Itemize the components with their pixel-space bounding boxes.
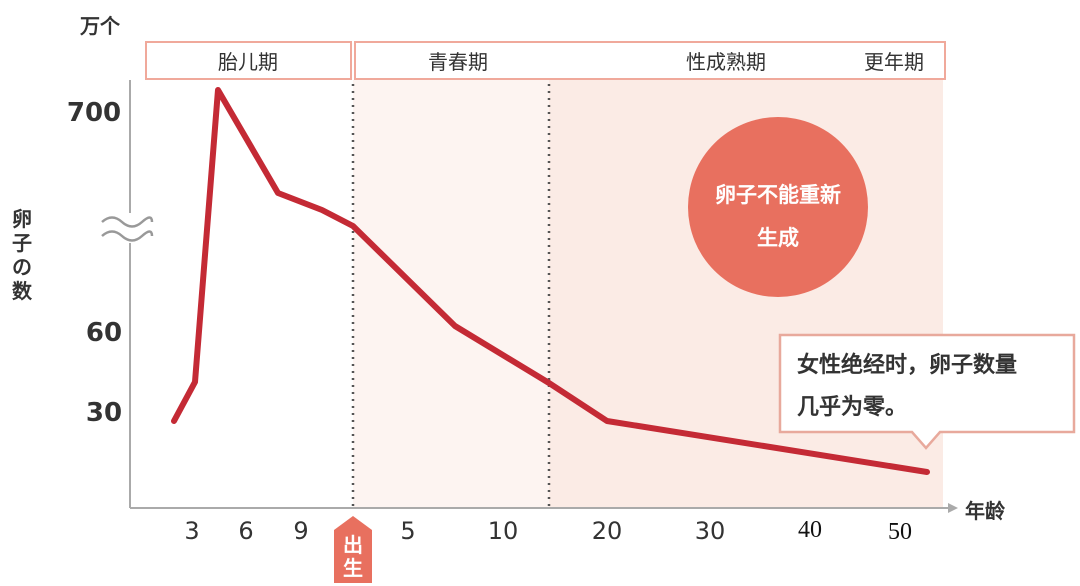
phase-box-fetal: [145, 41, 352, 80]
bubble-circle: [688, 117, 868, 297]
phase-label-fetal: 胎儿期: [218, 50, 278, 74]
data-point: [352, 225, 354, 227]
data-point: [217, 89, 219, 91]
bubble-line-2: 生成: [757, 226, 799, 250]
x-axis-label: 年龄: [965, 499, 1006, 523]
data-point: [173, 420, 175, 422]
bubble-line-1: 卵子不能重新: [715, 183, 841, 207]
phase-header: 胎儿期 青春期 性成熟期 更年期: [145, 41, 946, 80]
data-point: [194, 381, 196, 383]
y-unit-label: 万个: [79, 14, 121, 38]
x-axis-arrow: [948, 503, 958, 513]
x-tick-20: 20: [592, 517, 623, 545]
y-axis-label-char: 卵: [12, 207, 32, 231]
x-tick-5: 5: [400, 517, 415, 545]
data-point: [321, 209, 323, 211]
birth-marker: 出 生: [334, 516, 372, 583]
data-point: [926, 471, 928, 473]
birth-marker-char-1: 出: [343, 533, 363, 557]
birth-marker-char-2: 生: [343, 556, 363, 580]
y-axis-break-icon: [101, 213, 154, 243]
data-point: [277, 192, 279, 194]
egg-count-points: [173, 89, 928, 473]
menopause-callout: 女性绝经时，卵子数量 几乎为零。: [778, 333, 1076, 450]
phase-label-menopause: 更年期: [864, 50, 924, 74]
x-tick-30: 30: [695, 517, 726, 545]
y-tick-700: 700: [67, 98, 121, 128]
callout-box: [778, 333, 1076, 450]
callout-line-2: 几乎为零。: [797, 395, 907, 420]
egg-count-line: [171, 87, 930, 475]
y-tick-60: 60: [86, 318, 122, 348]
y-axis-label-char: 数: [12, 279, 33, 303]
callout-line-1: 女性绝经时，卵子数量: [797, 352, 1017, 378]
x-tick-10: 10: [488, 517, 519, 545]
y-axis-label-char: の: [12, 255, 32, 279]
puberty-region: [353, 80, 549, 508]
data-point: [548, 382, 550, 384]
regeneration-bubble: 卵子不能重新 生成: [688, 117, 868, 297]
x-tick-50: 50: [888, 519, 912, 545]
x-tick-40: 40: [798, 517, 822, 543]
fetal-region: [130, 80, 353, 508]
data-point: [606, 420, 608, 422]
x-tick-6: 6: [238, 517, 253, 545]
phase-box-rest: [354, 41, 946, 80]
phase-label-puberty: 青春期: [428, 50, 488, 74]
data-point: [454, 325, 456, 327]
y-axis-label-char: 子: [12, 231, 32, 255]
phase-label-maturity: 性成熟期: [686, 50, 766, 74]
x-tick-9: 9: [293, 517, 308, 545]
y-tick-30: 30: [86, 398, 122, 428]
x-tick-3: 3: [184, 517, 199, 545]
